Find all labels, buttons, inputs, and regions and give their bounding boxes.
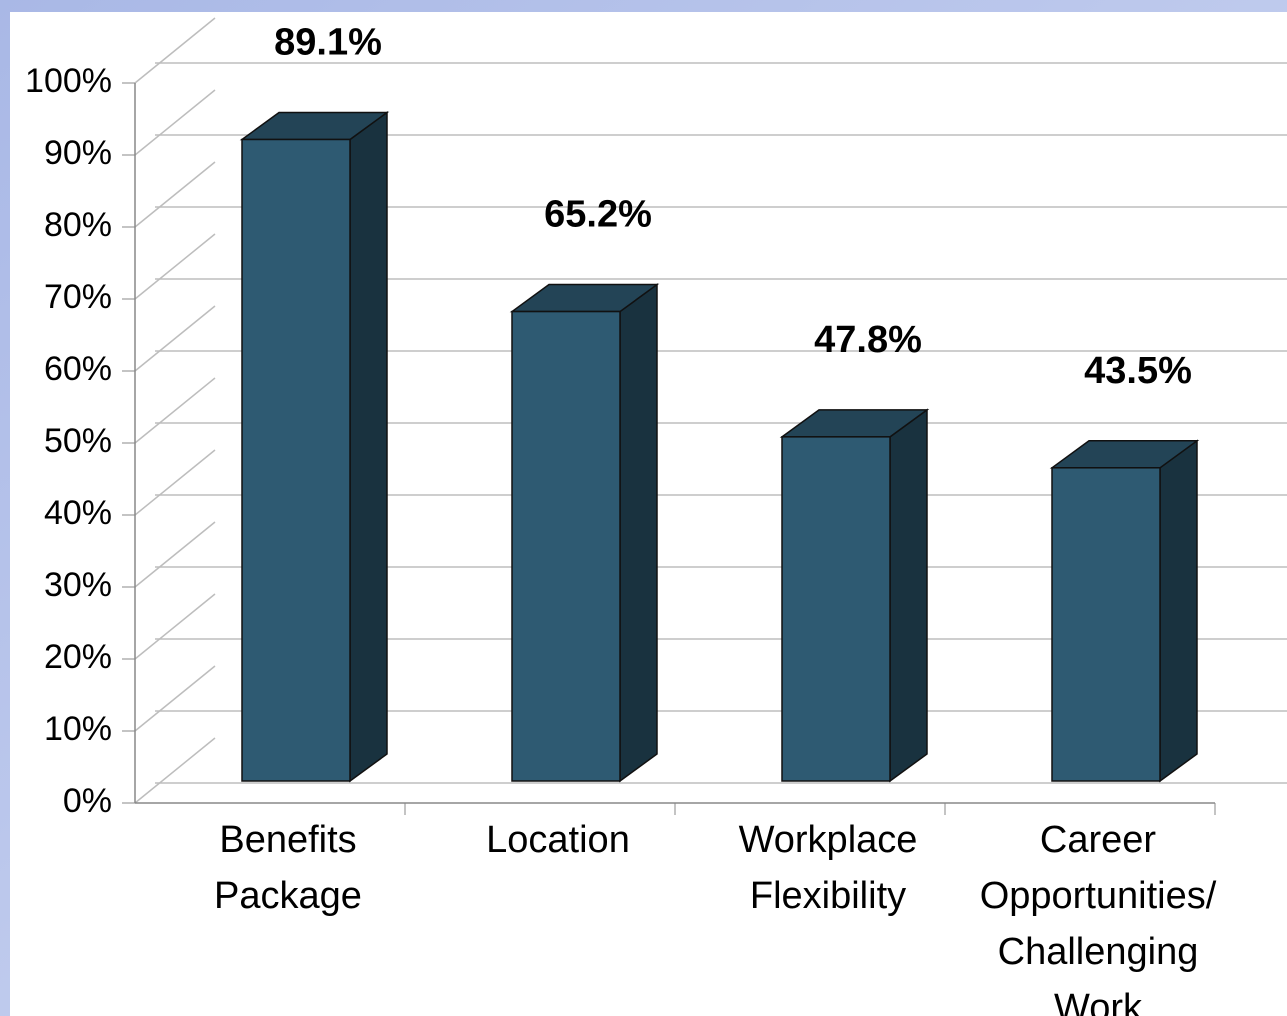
y-tick-label: 70% — [44, 278, 112, 316]
bar — [1049, 439, 1200, 783]
y-tick-label: 20% — [44, 638, 112, 676]
y-tick-label: 10% — [44, 710, 112, 748]
bar — [509, 283, 660, 783]
y-tick-label: 60% — [44, 350, 112, 388]
x-tick-line: Workplace — [739, 819, 918, 861]
wall-line — [134, 593, 216, 660]
value-label: 65.2% — [544, 194, 652, 236]
y-tick-label: 80% — [44, 206, 112, 244]
wall-line — [134, 161, 216, 228]
wall-line — [134, 521, 216, 588]
wall-line — [134, 737, 216, 804]
bar-side — [619, 283, 658, 783]
wall-line — [134, 89, 216, 156]
bar — [779, 408, 930, 783]
y-tick-label: 100% — [25, 62, 112, 100]
x-tick-line: Challenging — [998, 931, 1199, 973]
x-tick-line: Package — [214, 875, 362, 917]
x-tick-label: Location — [486, 819, 630, 861]
wall-line — [134, 305, 216, 372]
bar-front — [781, 436, 891, 782]
bar-front — [1051, 467, 1161, 782]
wall-line — [134, 233, 216, 300]
y-tick-label: 90% — [44, 134, 112, 172]
wall-line — [134, 449, 216, 516]
y-tick-label: 40% — [44, 494, 112, 532]
bar-front — [511, 310, 621, 782]
wall-line — [134, 377, 216, 444]
bar-front — [241, 138, 351, 782]
x-tick-line: Flexibility — [750, 875, 906, 917]
y-tick-label: 0% — [63, 782, 112, 820]
value-label: 43.5% — [1084, 350, 1192, 392]
x-tick-label: Benefits Package — [214, 819, 362, 917]
x-tick-label: Career Opportunities/Challenging Work — [980, 819, 1217, 1016]
x-tick-line: Career — [1040, 819, 1156, 861]
x-tick-line: Location — [486, 819, 630, 861]
bar-side — [1159, 439, 1198, 783]
x-tick-line: Benefits — [219, 819, 356, 861]
y-tick-label: 30% — [44, 566, 112, 604]
x-tick-line: Opportunities/ — [980, 875, 1217, 917]
x-tick-line: Work — [1054, 987, 1143, 1016]
x-tick-label: Workplace Flexibility — [739, 819, 918, 917]
value-label: 47.8% — [814, 319, 922, 361]
bar-side — [349, 111, 388, 783]
bar — [239, 111, 390, 783]
wall-line — [134, 17, 216, 84]
y-tick-label: 50% — [44, 422, 112, 460]
wall-line — [134, 665, 216, 732]
bar-side — [889, 408, 928, 783]
value-label: 89.1% — [274, 22, 382, 64]
